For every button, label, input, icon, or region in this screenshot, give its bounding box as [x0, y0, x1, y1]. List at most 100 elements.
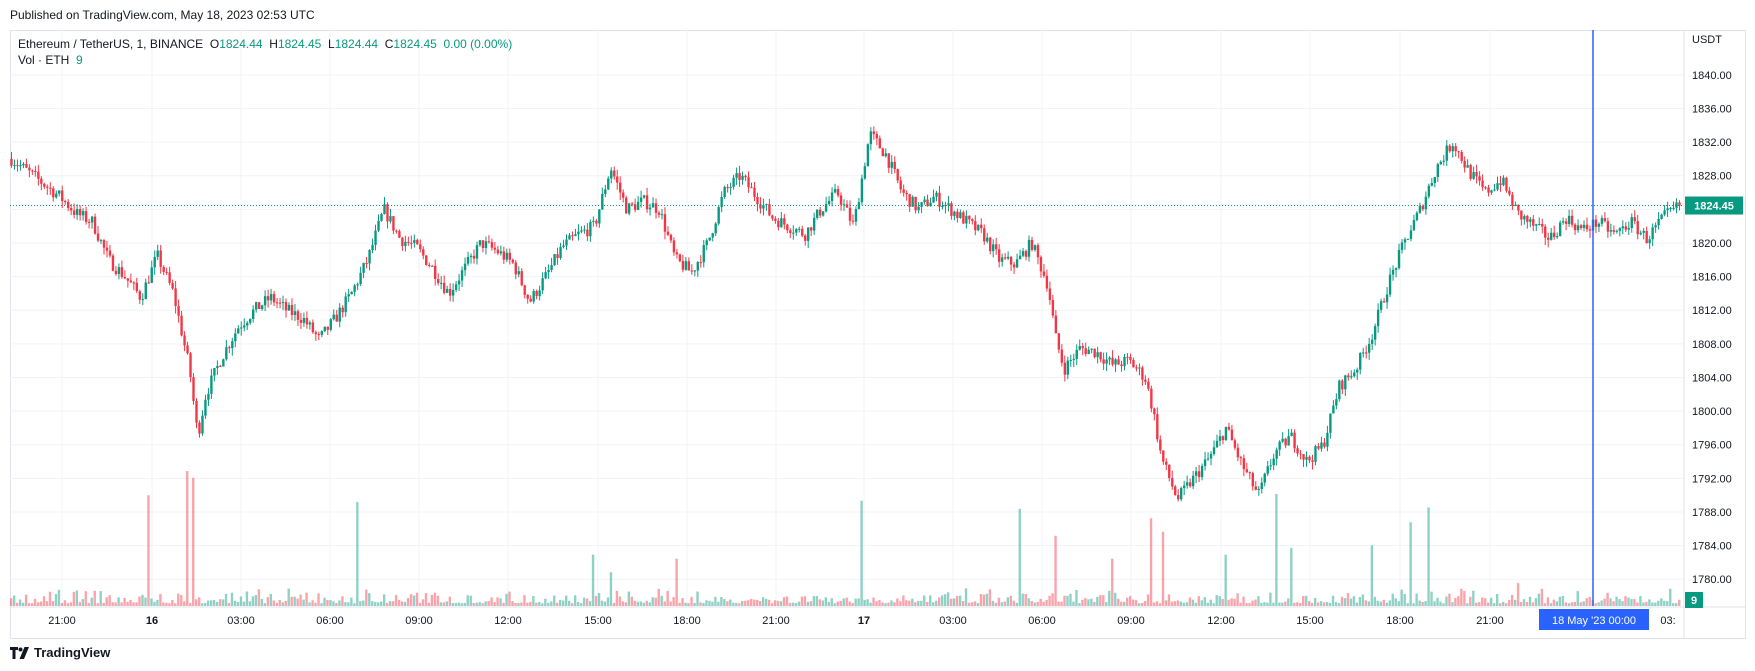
- candle-body: [741, 175, 744, 180]
- volume-bar: [705, 600, 708, 606]
- volume-bar: [570, 603, 574, 606]
- x-tick-label: 15:00: [1296, 615, 1324, 627]
- candle-body: [762, 205, 765, 209]
- volume-bar: [761, 597, 765, 606]
- candle-body: [1009, 256, 1013, 265]
- volume-label[interactable]: Vol · ETH: [18, 53, 70, 67]
- candle-body: [1558, 222, 1562, 237]
- candle-body: [1233, 440, 1237, 448]
- candle-body: [290, 304, 294, 315]
- volume-bar: [114, 602, 117, 606]
- candle-body: [451, 289, 455, 296]
- y-tick-label: 1840.00: [1692, 70, 1732, 82]
- volume-bar: [532, 596, 535, 606]
- volume-bar: [1451, 602, 1454, 606]
- candle-body: [1188, 482, 1192, 487]
- volume-bar: [54, 594, 58, 606]
- volume-bar: [400, 601, 404, 606]
- candle-body: [863, 166, 867, 179]
- volume-bar: [266, 597, 270, 606]
- y-tick-label: 1832.00: [1692, 137, 1732, 149]
- volume-bar: [636, 601, 640, 606]
- volume-bar: [1678, 599, 1681, 606]
- candle-body: [34, 171, 37, 173]
- candle-body: [338, 307, 341, 322]
- volume-bar: [714, 596, 717, 606]
- volume-bar: [1406, 603, 1409, 606]
- candle-body: [1597, 223, 1601, 227]
- volume-bar: [1460, 588, 1463, 606]
- volume-bar: [1272, 602, 1275, 606]
- volume-bar: [278, 599, 281, 606]
- candle-body: [902, 189, 905, 193]
- volume-bar: [1516, 583, 1520, 606]
- footer-brand[interactable]: TradingView: [10, 645, 110, 660]
- volume-bar: [624, 602, 628, 606]
- volume-bar: [135, 602, 138, 606]
- candle-body: [1523, 216, 1526, 220]
- volume-bar: [1206, 602, 1209, 606]
- candle-body: [46, 186, 49, 188]
- candle-body: [720, 196, 723, 208]
- candle-body: [323, 326, 326, 332]
- volume-bar: [1120, 601, 1123, 606]
- candle-body: [1499, 183, 1502, 186]
- candle-body: [1627, 227, 1630, 230]
- volume-bar: [1030, 600, 1033, 606]
- candle-body: [219, 365, 222, 367]
- candle-body: [359, 272, 362, 285]
- candle-body: [1514, 204, 1517, 206]
- volume-bar: [848, 601, 851, 606]
- volume-bar: [1310, 603, 1314, 606]
- candle-body: [246, 322, 249, 326]
- candle-body: [860, 178, 864, 203]
- candle-body: [478, 240, 482, 246]
- volume-bar: [129, 599, 132, 606]
- candle-body: [16, 165, 19, 167]
- volume-bar: [171, 600, 174, 606]
- volume-bar: [851, 603, 854, 606]
- volume-bar: [1391, 593, 1394, 606]
- candle-body: [329, 319, 332, 330]
- candle-body: [1132, 360, 1135, 368]
- volume-bar: [896, 598, 899, 606]
- y-tick-label: 1836.00: [1692, 103, 1732, 115]
- y-tick-label: 1804.00: [1692, 372, 1732, 384]
- candle-body: [69, 208, 73, 211]
- volume-bar: [1012, 600, 1015, 606]
- symbol-title[interactable]: Ethereum / TetherUS, 1, BINANCE: [18, 37, 204, 51]
- candle-body: [1317, 446, 1320, 449]
- candle-body: [102, 240, 106, 248]
- volume-bar: [991, 600, 995, 606]
- volume-row: Vol · ETH 9: [18, 52, 512, 68]
- candle-body: [977, 224, 980, 231]
- volume-bar: [1346, 593, 1350, 606]
- candle-body: [177, 306, 180, 316]
- candle-body: [108, 250, 112, 256]
- volume-bar: [1185, 602, 1189, 606]
- candle-body: [1373, 326, 1377, 340]
- volume-bar: [257, 589, 261, 606]
- candle-body: [1603, 218, 1607, 222]
- volume-bar: [221, 599, 225, 606]
- candle-body: [750, 187, 753, 189]
- candle-body: [744, 175, 747, 178]
- chart-frame[interactable]: [10, 30, 1746, 639]
- volume-bar: [195, 599, 198, 606]
- candle-body: [1648, 239, 1651, 244]
- volume-bar: [1367, 601, 1371, 606]
- volume-bar: [639, 601, 642, 606]
- volume-bar: [475, 602, 478, 606]
- volume-bar: [881, 602, 884, 606]
- candle-body: [377, 220, 380, 231]
- volume-bar: [872, 597, 875, 606]
- volume-bar: [582, 597, 586, 606]
- candle-body: [565, 239, 568, 246]
- candle-body: [684, 261, 688, 270]
- volume-bar: [1006, 597, 1010, 606]
- candle-body: [1660, 214, 1663, 219]
- candle-body: [150, 267, 153, 283]
- volume-bar: [96, 603, 99, 606]
- candle-body: [275, 302, 279, 304]
